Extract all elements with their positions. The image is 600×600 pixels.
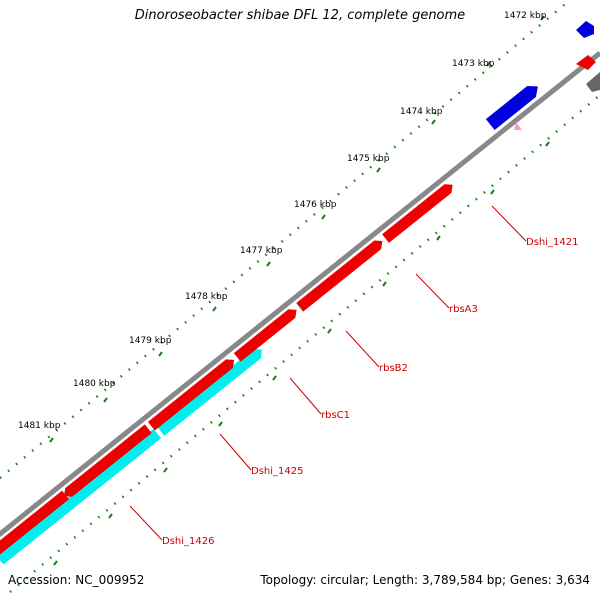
gene-label[interactable]: Dshi_1421 [526, 237, 578, 248]
gene-dshi-1425[interactable] [156, 345, 266, 436]
accession-text: Accession: NC_009952 [8, 573, 145, 587]
gene-red-edge[interactable] [576, 55, 596, 70]
gene-gray-edge[interactable] [586, 72, 600, 92]
gene-label[interactable]: Dshi_1426 [162, 536, 214, 547]
gene-track [0, 81, 542, 565]
gene-rbsA3[interactable] [296, 237, 386, 312]
gene-label[interactable]: rbsB2 [379, 363, 408, 374]
tick-label: 1478 kbp [185, 292, 228, 302]
outer-ruler-line [0, 0, 571, 479]
major-ticks [49, 15, 545, 443]
map-title: Dinoroseobacter shibae DFL 12, complete … [134, 8, 466, 23]
tick-label: 1472 kbp [504, 11, 547, 21]
genome-info-text: Topology: circular; Length: 3,789,584 bp… [260, 573, 590, 587]
tick-label: 1473 kbp [452, 59, 495, 69]
gene-label[interactable]: Dshi_1425 [251, 466, 303, 477]
gene-dshi-1421[interactable] [382, 181, 456, 243]
tick-label: 1481 kbp [18, 421, 61, 431]
inner-major-ticks [53, 141, 550, 566]
genome-backbone [0, 51, 600, 538]
gene-blue-upper[interactable] [485, 81, 542, 131]
tick-label: 1479 kbp [129, 336, 172, 346]
gene-rbsC1[interactable] [147, 356, 238, 431]
tick-label: 1475 kbp [347, 154, 390, 164]
gene-label[interactable]: rbsC1 [321, 410, 350, 421]
inner-ruler-line [9, 94, 600, 593]
tick-label: 1480 kbp [73, 379, 116, 389]
tick-label: 1477 kbp [240, 246, 283, 256]
gene-rbsB2[interactable] [233, 306, 300, 362]
gene-red-1426[interactable] [61, 424, 152, 500]
gene-dshi-1426[interactable] [0, 428, 162, 565]
tick-label: 1476 kbp [294, 200, 337, 210]
pink-marker [514, 122, 522, 130]
gene-red-lower[interactable] [0, 490, 69, 557]
gene-blue-edge[interactable] [576, 21, 594, 38]
label-leaders [129, 205, 527, 541]
tick-label: 1474 kbp [400, 107, 443, 117]
gene-label[interactable]: rbsA3 [449, 304, 478, 315]
